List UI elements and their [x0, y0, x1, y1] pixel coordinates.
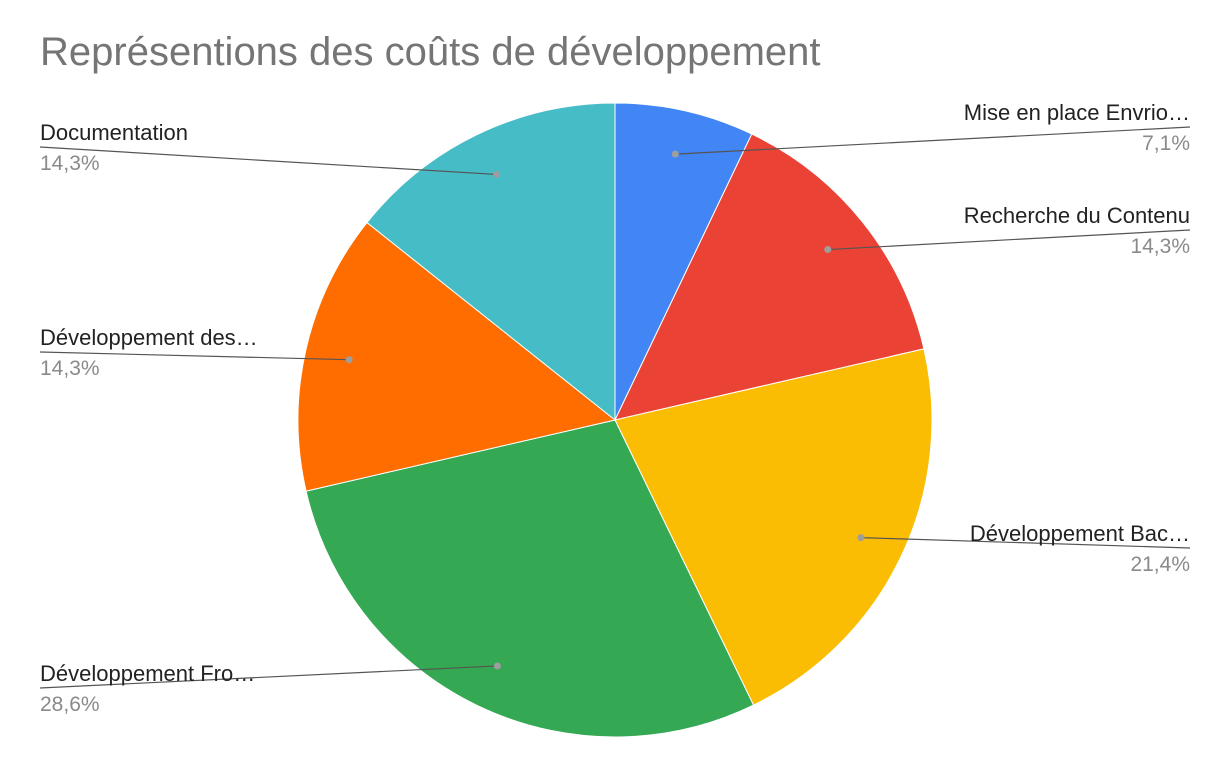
pie-slice-2	[614, 133, 925, 421]
leader-line-4	[39, 665, 498, 689]
pie-slice-6	[366, 102, 616, 422]
pie-slice-5	[297, 221, 617, 492]
slice-labels: Mise en place Envrio… 7,1% Recherche du Co…	[40, 100, 1190, 716]
leader-dot-5	[345, 356, 353, 364]
leader-line-6	[39, 146, 497, 176]
leader-line-1	[675, 126, 1191, 155]
leader-dot-6	[493, 170, 501, 178]
slice-label-1: Mise en place Envrio…	[964, 100, 1190, 125]
leader-lines	[39, 126, 1191, 689]
slice-label-4: Développement Fro…	[40, 661, 255, 686]
slice-percent-4: 28,6%	[40, 693, 100, 716]
chart-title: Représentions des coûts de développement	[40, 30, 821, 74]
leader-dot-4	[493, 662, 501, 670]
pie-slice-4	[305, 419, 755, 738]
slice-percent-2: 14,3%	[1130, 235, 1190, 258]
slice-percent-5: 14,3%	[40, 357, 100, 380]
leader-dot-2	[824, 246, 832, 254]
pie-slice-1	[614, 102, 753, 421]
slice-label-6: Documentation	[40, 120, 188, 145]
slice-label-2: Recherche du Contenu	[964, 203, 1190, 228]
pie-slices	[297, 102, 933, 738]
leader-line-2	[827, 229, 1191, 251]
slice-label-3: Développement Bac…	[970, 521, 1190, 546]
leader-dot-3	[857, 534, 865, 542]
slice-percent-1: 7,1%	[1142, 132, 1190, 155]
pie-slice-3	[614, 348, 933, 706]
leader-dot-1	[671, 150, 679, 158]
slice-label-5: Développement des…	[40, 325, 258, 350]
slice-percent-3: 21,4%	[1130, 553, 1190, 576]
leader-line-5	[39, 351, 350, 361]
slice-percent-6: 14,3%	[40, 152, 100, 175]
leader-line-3	[860, 537, 1191, 549]
